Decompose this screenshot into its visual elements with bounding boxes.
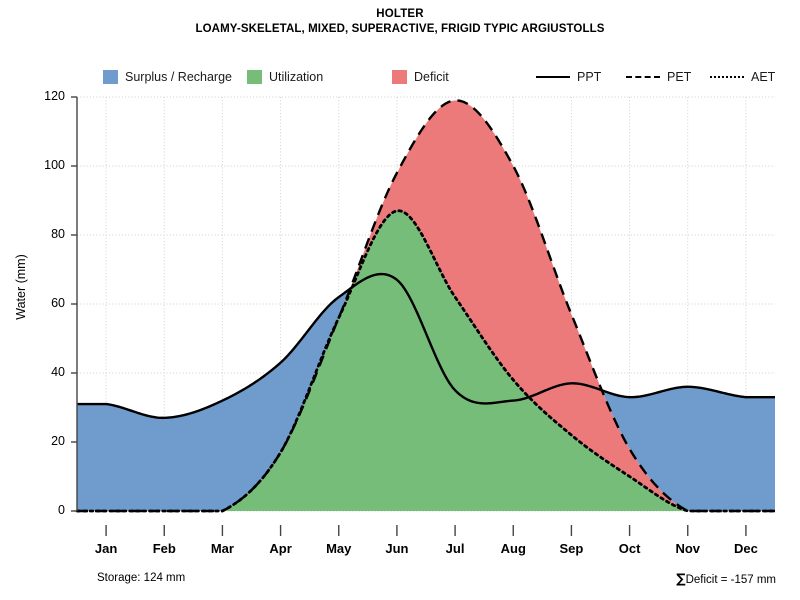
area-surplus-recharge [601,386,775,511]
x-tick-label: Nov [675,541,701,556]
chart-title: HOLTER LOAMY-SKELETAL, MIXED, SUPERACTIV… [0,7,800,37]
x-tick-label: Jul [445,541,465,556]
legend-item-surplus-recharge[interactable]: Surplus / Recharge [103,68,232,86]
legend-line-dotted-icon [710,70,744,84]
x-tick-label: Dec [733,541,758,556]
legend-line-solid-icon [536,70,570,84]
legend-item-utilization[interactable]: Utilization [247,68,323,86]
legend-label-pet: PET [667,70,692,84]
series-line-ppt [77,272,775,420]
legend-swatch-utilization-icon [247,70,262,84]
chart-axes [71,96,747,536]
chart-title-subtitle: LOAMY-SKELETAL, MIXED, SUPERACTIVE, FRIG… [195,23,605,35]
x-tick-label: Jun [385,541,409,556]
chart-title-primary: HOLTER [376,8,424,20]
sigma-icon: ∑ [676,572,686,587]
legend-label-surplus: Surplus / Recharge [125,70,233,84]
x-tick-label: Jan [94,541,118,556]
y-tick-label: 100 [44,158,65,172]
x-tick-label: Mar [210,541,234,556]
area-surplus-recharge [77,289,349,511]
legend-item-ppt[interactable]: PPT [536,68,601,86]
x-tick-label: Oct [618,541,641,556]
area-utilization [77,210,775,511]
series-line-aet [75,209,777,513]
deficit-annotation-text: Deficit = -157 mm [685,574,776,586]
legend-label-aet: AET [751,70,776,84]
legend-swatch-surplus-icon [103,70,118,84]
legend-line-dashed-icon [626,70,660,84]
storage-annotation: Storage: 124 mm [97,572,186,584]
legend-item-deficit[interactable]: Deficit [392,68,449,86]
legend-label-utilization: Utilization [269,70,324,84]
y-tick-label: 40 [51,365,65,379]
legend-item-pet[interactable]: PET [626,68,691,86]
chart-legend: Surplus / Recharge Utilization Deficit P… [0,68,800,88]
legend-swatch-deficit-icon [392,70,407,84]
x-tick-label: Feb [152,541,176,556]
area-deficit [340,100,687,511]
deficit-annotation: ∑Deficit = -157 mm [676,572,776,587]
y-tick-label: 120 [44,89,65,103]
y-tick-label: 20 [51,434,65,448]
legend-item-aet[interactable]: AET [710,68,775,86]
x-tick-label: Apr [269,541,292,556]
y-tick-label: 80 [51,227,65,241]
y-tick-label: 0 [58,503,65,517]
x-tick-label: May [326,541,352,556]
x-tick-label: Aug [500,541,526,556]
y-tick-label: 60 [51,296,65,310]
x-tick-label: Sep [559,541,584,556]
legend-label-deficit: Deficit [414,70,449,84]
legend-label-ppt: PPT [577,70,602,84]
